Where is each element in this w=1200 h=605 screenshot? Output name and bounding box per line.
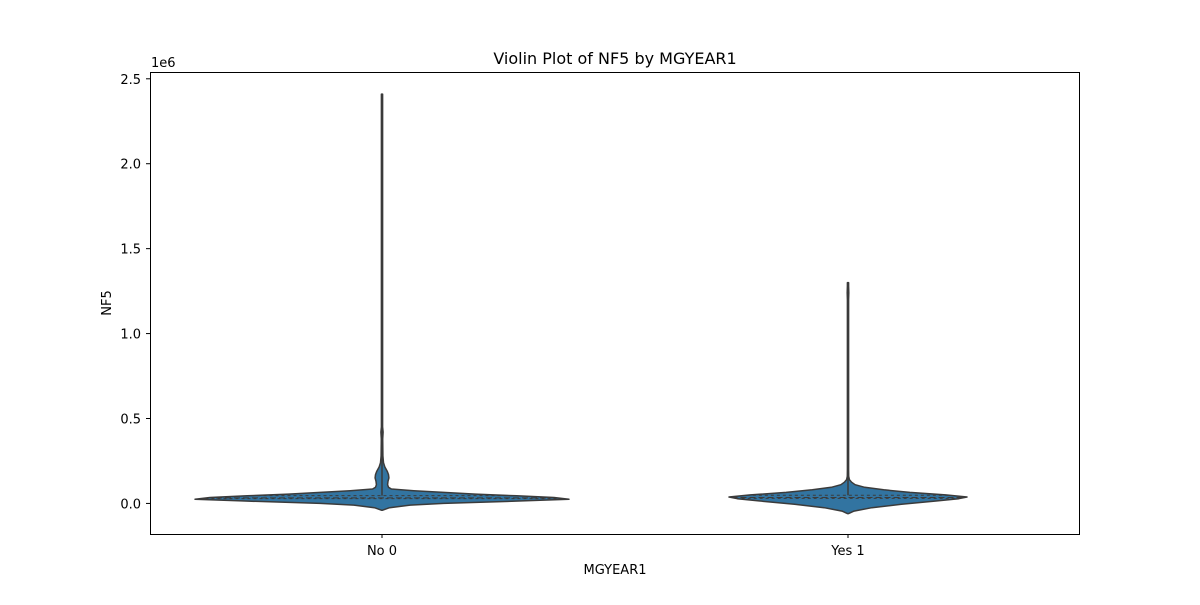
y-axis: 0.0 0.5 1.0 1.5 2.0 2.5 <box>120 73 150 512</box>
y-tick-label: 0.5 <box>120 413 141 428</box>
chart-title: Violin Plot of NF5 by MGYEAR1 <box>493 49 736 68</box>
y-axis-label: NF5 <box>100 290 115 315</box>
y-tick-label: 1.0 <box>120 328 141 343</box>
y-tick-label: 2.5 <box>120 73 141 88</box>
x-tick-label: No 0 <box>367 544 397 559</box>
violins-group <box>194 93 968 515</box>
plot-frame <box>150 72 1080 535</box>
y-offset-label: 1e6 <box>151 56 176 71</box>
x-axis: No 0 Yes 1 <box>367 534 865 559</box>
y-tick-label: 2.0 <box>120 158 141 173</box>
x-axis-label: MGYEAR1 <box>584 563 647 578</box>
x-tick-label: Yes 1 <box>830 544 864 559</box>
y-tick-label: 1.5 <box>120 243 141 258</box>
y-tick-label: 0.0 <box>120 497 141 512</box>
